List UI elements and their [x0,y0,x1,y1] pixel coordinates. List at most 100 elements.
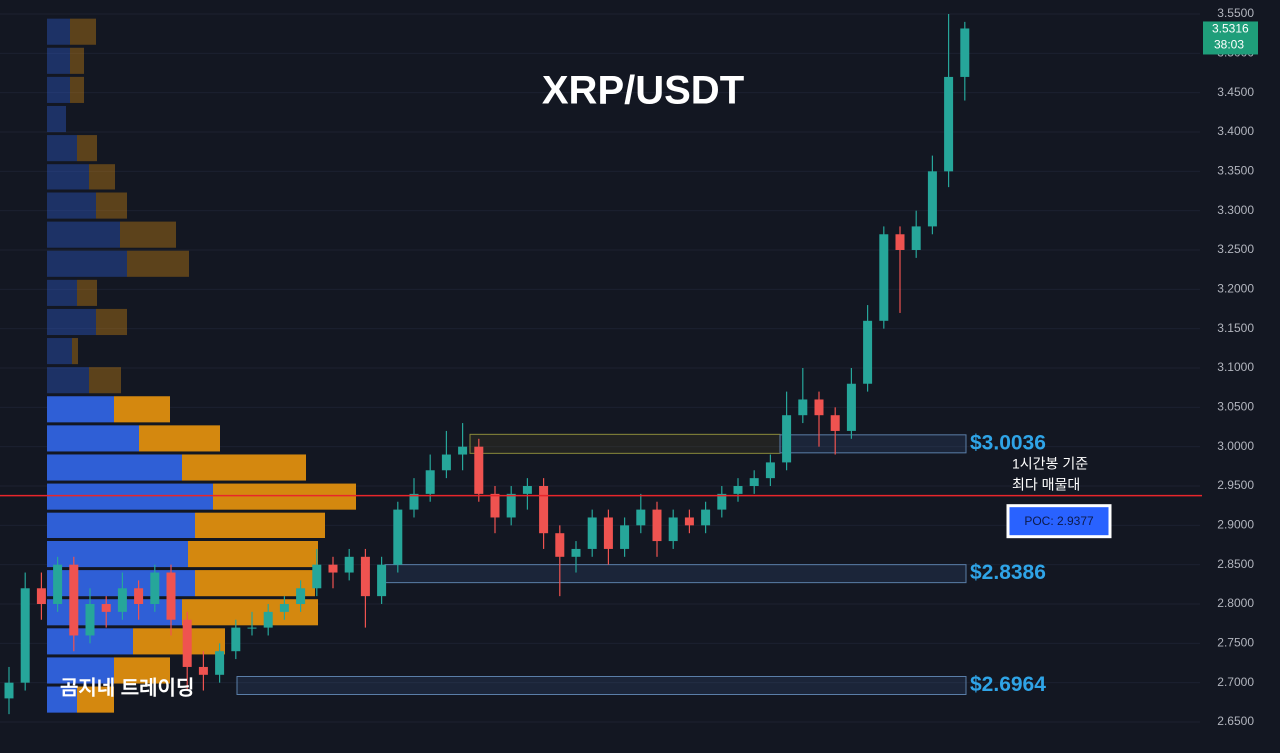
y-tick-label: 3.3000 [1217,203,1254,217]
candle-body [944,76,954,172]
profile-sell [139,425,220,452]
profile-buy [47,686,77,713]
candle-body [895,234,905,251]
candle-body [409,493,419,510]
profile-sell [77,279,97,306]
zone [779,434,967,454]
profile-sell [89,164,115,190]
candle-body [798,399,808,416]
zone [236,676,967,696]
candle-body [830,415,840,431]
candle-body [117,588,127,612]
profile-sell [195,570,315,597]
y-tick-label: 2.9500 [1217,478,1254,492]
poc-note: 최다 매물대 [1012,477,1080,493]
candle-body [53,564,63,605]
candle-body [749,478,759,487]
profile-sell [120,221,176,248]
candles [4,14,970,715]
y-tick-label: 2.8500 [1217,557,1254,571]
poc-box [1006,504,1112,539]
candle-body [846,383,856,431]
zone [384,564,967,584]
y-tick-label: 3.5500 [1217,6,1254,20]
profile-sell [89,367,121,394]
candle-body [101,604,111,612]
zone-label: $2.8386 [970,561,1046,584]
profile-buy [47,18,70,45]
profile-sell [96,308,127,336]
candle-body [474,446,484,494]
profile-buy [47,250,127,277]
poc-label: POC: 2.9377 [1024,514,1094,528]
candle-body [425,470,435,494]
candle-body [863,320,873,384]
y-tick-label: 2.7000 [1217,675,1254,689]
profile-buy [47,164,89,190]
candle-body [4,682,14,699]
candle-body [182,619,192,667]
candle-body [215,651,225,675]
candle-body [911,226,921,251]
zone-origin [469,433,781,454]
profile-buy [47,76,70,103]
profile-sell [77,686,114,713]
candle-body [360,556,370,597]
profile-sell [127,250,189,277]
profile-buy [47,512,195,538]
candle-body [36,588,46,605]
profile-buy [47,396,114,423]
y-tick-label: 3.4500 [1217,85,1254,99]
y-tick-label: 3.4000 [1217,124,1254,138]
candle-body [539,486,549,534]
candle-body [263,611,273,628]
candle-body [717,493,727,510]
candle-body [490,493,500,518]
profile-sell [188,540,318,568]
candle-body [377,564,387,597]
profile-buy [47,657,114,684]
candle-body [441,454,451,471]
profile-sell [114,657,170,684]
watermark: 곰지네 트레이딩 [60,676,194,699]
candle-body [134,588,144,605]
profile-buy [47,338,72,365]
candle-body [782,415,792,463]
candle-body [522,486,532,494]
profile-sell [195,512,325,538]
profile-buy [47,135,77,162]
profile-sell [213,483,356,510]
candle-body [344,556,354,573]
candle-body [506,493,516,518]
candle-body [684,517,694,526]
candle-body [150,572,160,605]
y-tick-label: 2.9000 [1217,518,1254,532]
profile-buy [47,425,139,452]
profile-buy [47,367,89,394]
y-tick-label: 3.2500 [1217,242,1254,256]
profile-sell [77,135,97,162]
profile-buy [47,454,182,481]
candle-body [814,399,824,416]
candle-body [312,564,322,589]
candle-body [198,666,208,675]
profile-sell [133,628,225,655]
candle-body [296,588,306,605]
last-price-box [1203,21,1258,55]
price-axis: 2.6500 2.7000 2.7500 2.8000 2.8500 2.9000 2.95… [1203,6,1258,728]
y-tick-label: 3.1500 [1217,321,1254,335]
candle-body [652,509,662,542]
y-tick-label: 3.1000 [1217,360,1254,374]
profile-sell [72,338,78,365]
chart-title: XRP/USDT [542,69,744,113]
candle-body [733,486,743,494]
candle-body [458,446,468,455]
y-tick-label: 3.2000 [1217,282,1254,296]
candle-body [927,171,937,227]
profile-buy [47,599,182,626]
profile-buy [47,483,213,510]
profile-sell [70,76,84,103]
